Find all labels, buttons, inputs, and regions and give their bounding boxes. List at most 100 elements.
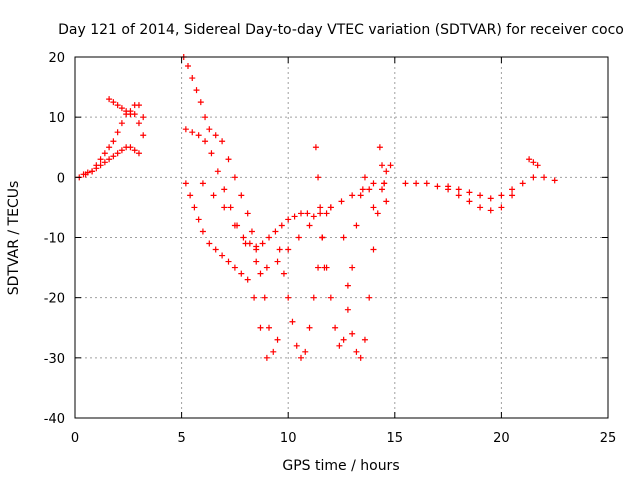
series-trough-2 [319,174,377,349]
data-point [315,174,322,181]
y-tick-label: 20 [48,51,65,66]
data-point [402,180,409,187]
data-point [302,348,309,355]
data-point [353,348,360,355]
data-point [135,150,142,157]
data-point [135,102,142,109]
data-point [219,252,226,259]
data-point [266,324,273,331]
data-point [135,120,142,127]
data-point [353,222,360,229]
data-point [278,222,285,229]
data-point [327,294,334,301]
data-point [127,144,134,151]
data-point [257,270,264,277]
series-early-mid [82,108,147,178]
data-point [379,186,386,193]
data-point [295,234,302,241]
data-point [315,264,322,271]
data-point [361,336,368,343]
series-drop-a [180,54,281,355]
data-point [370,246,377,253]
data-point [193,87,200,94]
data-point [293,342,300,349]
series-spike-a [312,144,328,271]
data-point [244,210,251,217]
data-point [195,132,202,139]
data-point [509,192,516,199]
x-tick-label: 15 [387,431,404,446]
data-point [110,99,117,106]
data-point [297,354,304,361]
data-point [131,147,138,154]
data-point [280,270,287,277]
data-point [361,174,368,181]
data-point [82,171,89,178]
data-point [191,204,198,211]
data-point [140,132,147,139]
data-point [357,192,364,199]
data-point [466,198,473,205]
data-point [338,198,345,205]
data-point [263,354,270,361]
y-tick-label: 10 [48,111,65,126]
data-point [253,243,260,250]
data-point [304,210,311,217]
data-point [97,156,104,163]
data-point [498,204,505,211]
data-point [231,222,238,229]
data-point [89,168,96,175]
data-point [114,150,121,157]
data-point [423,180,430,187]
data-point [257,324,264,331]
data-point [317,204,324,211]
data-point [310,213,317,220]
data-point [242,240,249,247]
data-point [332,324,339,331]
data-point [266,234,273,241]
data-point [349,330,356,337]
data-point [477,192,484,199]
data-point [509,186,516,193]
data-point [413,180,420,187]
data-point [379,162,386,169]
data-point [530,174,537,181]
data-point [477,204,484,211]
data-point [187,192,194,199]
data-point [106,156,113,163]
data-point [238,192,245,199]
data-point [340,336,347,343]
y-tick-label: -40 [44,412,65,427]
data-point [370,180,377,187]
data-point [344,282,351,289]
data-point [534,162,541,169]
x-tick-label: 5 [177,431,185,446]
data-point [248,228,255,235]
data-point [297,210,304,217]
data-point [227,204,234,211]
data-point [370,204,377,211]
data-point [455,186,462,193]
data-point [114,102,121,109]
data-point [251,294,258,301]
data-point [357,354,364,361]
data-point [221,204,228,211]
data-point [344,306,351,313]
data-point [285,216,292,223]
y-tick-label: -10 [44,232,65,247]
data-point [530,159,537,166]
data-point [189,75,196,82]
data-point [551,177,558,184]
series-drop-d [199,180,388,271]
data-point [466,189,473,196]
data-point [212,132,219,139]
data-point [289,318,296,325]
data-point [285,246,292,253]
data-point [106,96,113,103]
data-point [199,228,206,235]
data-point [263,264,270,271]
data-point [202,138,209,145]
data-point [110,153,117,160]
series-late-low [445,186,516,214]
y-axis-label: SDTVAR / TECUs [6,181,22,296]
